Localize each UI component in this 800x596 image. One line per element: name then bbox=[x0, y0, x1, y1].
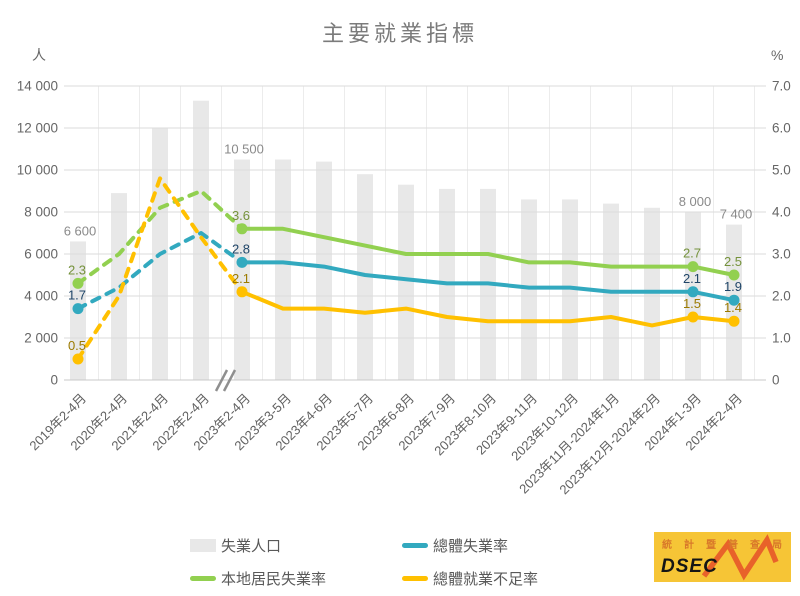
legend-swatch-teal-line bbox=[402, 543, 428, 548]
marker-local-residents-unemployment-rate bbox=[687, 261, 699, 273]
legend-swatch-green-line bbox=[190, 576, 216, 581]
legend-item-overall-unemployment-rate: 總體失業率 bbox=[402, 535, 508, 556]
marker-overall-underemployment-rate bbox=[687, 311, 699, 323]
marker-overall-underemployment-rate bbox=[236, 286, 248, 298]
right-axis-tick: 4.0 bbox=[772, 205, 791, 220]
left-axis-tick: 4 000 bbox=[24, 289, 58, 304]
legend-item-local-residents-unemployment-rate: 本地居民失業率 bbox=[190, 568, 326, 589]
marker-local-residents-unemployment-rate bbox=[236, 223, 248, 235]
bar-unemployed-population bbox=[275, 159, 291, 380]
line-value-label: 2.5 bbox=[724, 254, 742, 269]
bar-unemployed-population bbox=[316, 161, 332, 380]
left-axis-tick: 0 bbox=[50, 373, 58, 388]
right-axis-tick: 1.0 bbox=[772, 331, 791, 346]
line-local-residents-unemployment-rate bbox=[240, 226, 736, 277]
line-value-label: 0.5 bbox=[68, 338, 86, 353]
bar-value-label: 10 500 bbox=[224, 142, 264, 157]
left-axis-unit: 人 bbox=[32, 47, 46, 63]
bar-unemployed-population bbox=[644, 207, 660, 380]
right-axis-tick: 7.0 bbox=[772, 79, 791, 94]
marker-local-residents-unemployment-rate bbox=[728, 269, 740, 281]
left-axis-tick: 2 000 bbox=[24, 331, 58, 346]
axis-break-icon bbox=[214, 369, 229, 392]
line-value-label: 1.4 bbox=[724, 300, 742, 315]
marker-overall-underemployment-rate bbox=[72, 353, 84, 365]
line-value-label: 1.5 bbox=[683, 296, 701, 311]
bar-unemployed-population bbox=[521, 199, 537, 380]
employment-chart: 0 2 000 4 000 6 000 8 000 10 000 12 000 14 000 0… bbox=[17, 47, 791, 497]
line-value-label: 1.7 bbox=[68, 288, 86, 303]
left-axis-tick: 10 000 bbox=[17, 163, 58, 178]
bar-value-label: 8 000 bbox=[679, 194, 712, 209]
bar-unemployed-population bbox=[234, 159, 250, 380]
dsec-logo: 統計暨普查局 DSEC bbox=[654, 532, 791, 582]
legend-label: 總體就業不足率 bbox=[433, 571, 539, 588]
marker-overall-underemployment-rate bbox=[728, 315, 740, 327]
line-value-label: 3.6 bbox=[232, 208, 250, 223]
line-dashed-overall-underemployment-rate bbox=[76, 176, 244, 361]
bar-unemployed-population bbox=[357, 174, 373, 380]
bar-unemployed-population bbox=[398, 184, 414, 380]
bar-unemployed-population bbox=[562, 199, 578, 380]
legend-label: 本地居民失業率 bbox=[221, 571, 327, 588]
bar-value-label: 7 400 bbox=[720, 207, 753, 222]
left-axis-tick: 8 000 bbox=[24, 205, 58, 220]
marker-local-residents-unemployment-rate bbox=[72, 277, 84, 289]
right-axis-unit: % bbox=[771, 47, 783, 63]
zigzag-line-icon bbox=[701, 534, 779, 581]
legend-item-unemployed-population: 失業人口 bbox=[190, 535, 281, 556]
legend-swatch-yellow-line bbox=[402, 576, 428, 581]
right-axis-tick: 3.0 bbox=[772, 247, 791, 262]
right-axis-tick: 0 bbox=[772, 373, 780, 388]
logo-org-name: 統計暨普查局 bbox=[662, 540, 787, 551]
left-axis-tick: 12 000 bbox=[17, 121, 58, 136]
legend-item-overall-underemployment-rate: 總體就業不足率 bbox=[402, 568, 538, 589]
line-overall-underemployment-rate bbox=[240, 289, 736, 328]
marker-overall-unemployment-rate bbox=[72, 303, 84, 315]
line-value-label: 2.8 bbox=[232, 241, 250, 256]
right-axis-tick: 5.0 bbox=[772, 163, 791, 178]
left-axis-tick: 14 000 bbox=[17, 79, 58, 94]
bar-value-label: 6 600 bbox=[64, 223, 97, 238]
axis-break-icon bbox=[222, 369, 237, 392]
right-axis-tick: 2.0 bbox=[772, 289, 791, 304]
line-value-label: 1.9 bbox=[724, 279, 742, 294]
line-value-label: 2.3 bbox=[68, 262, 86, 277]
line-dashed-local-residents-unemployment-rate bbox=[76, 189, 244, 286]
left-axis-tick: 6 000 bbox=[24, 247, 58, 262]
marker-overall-unemployment-rate bbox=[687, 286, 699, 298]
marker-overall-unemployment-rate bbox=[236, 256, 248, 268]
line-value-label: 2.1 bbox=[683, 271, 701, 286]
legend-label: 總體失業率 bbox=[433, 538, 509, 555]
line-value-label: 2.1 bbox=[232, 271, 250, 286]
marker-overall-unemployment-rate bbox=[728, 294, 740, 306]
line-overall-unemployment-rate bbox=[240, 260, 736, 303]
line-value-label: 2.7 bbox=[683, 246, 701, 261]
logo-abbr: DSEC bbox=[661, 556, 718, 577]
chart-title: 主要就業指標 bbox=[321, 21, 478, 46]
legend-label: 失業人口 bbox=[221, 538, 282, 555]
legend-swatch-bar bbox=[190, 539, 216, 552]
right-axis-tick: 6.0 bbox=[772, 121, 791, 136]
line-dashed-overall-unemployment-rate bbox=[76, 231, 244, 311]
